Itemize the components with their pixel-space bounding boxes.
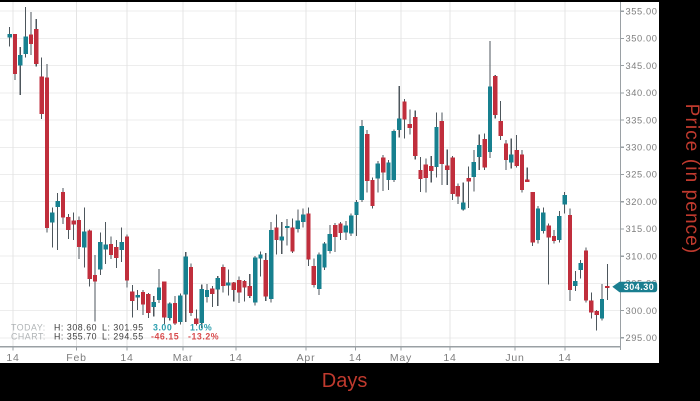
svg-text:304.30: 304.30 [624,282,655,292]
svg-text:330.00: 330.00 [626,143,658,153]
svg-text:14: 14 [120,352,133,364]
svg-text:-46.15: -46.15 [151,332,179,342]
svg-text:L: 294.55: L: 294.55 [102,332,144,342]
svg-text:14: 14 [6,352,19,364]
svg-text:345.00: 345.00 [626,61,658,71]
svg-text:May: May [390,352,412,364]
svg-text:Mar: Mar [173,352,193,364]
svg-text:315.00: 315.00 [626,224,658,234]
svg-text:325.00: 325.00 [626,170,658,180]
svg-text:H: 355.70: H: 355.70 [54,332,97,342]
svg-text:335.00: 335.00 [626,115,658,125]
svg-text:1.0%: 1.0% [190,322,212,332]
svg-text:340.00: 340.00 [626,88,658,98]
svg-text:Apr: Apr [297,352,316,364]
svg-text:14: 14 [558,352,571,364]
svg-text:TODAY:: TODAY: [11,322,46,332]
svg-text:310.00: 310.00 [626,251,658,261]
svg-text:Jun: Jun [505,352,524,364]
svg-text:Feb: Feb [66,352,87,364]
svg-text:-13.2%: -13.2% [188,332,219,342]
svg-text:14: 14 [229,352,242,364]
svg-text:300.00: 300.00 [626,306,658,316]
svg-text:355.00: 355.00 [626,6,658,16]
svg-text:14: 14 [349,352,362,364]
svg-text:Price (in pence): Price (in pence) [681,104,700,255]
svg-text:320.00: 320.00 [626,197,658,207]
svg-text:350.00: 350.00 [626,34,658,44]
svg-text:H: 308.60: H: 308.60 [54,322,97,332]
svg-text:14: 14 [443,352,456,364]
svg-text:3.00: 3.00 [153,322,172,332]
svg-text:295.00: 295.00 [626,333,658,343]
svg-text:Days: Days [322,370,368,392]
svg-text:CHART:: CHART: [11,332,46,342]
svg-text:L: 301.95: L: 301.95 [102,322,144,332]
